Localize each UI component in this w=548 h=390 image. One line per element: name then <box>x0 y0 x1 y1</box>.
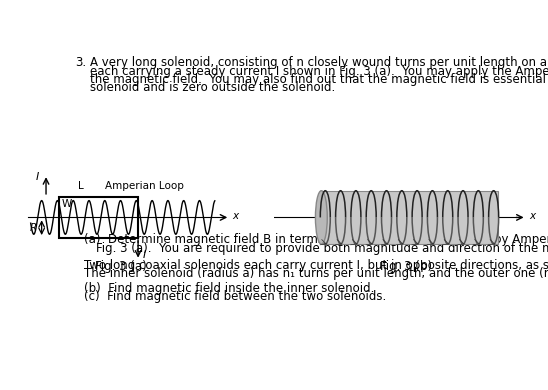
Text: (a)  Determine magnetic field B in terms of I for r < R.  You may employ Amperia: (a) Determine magnetic field B in terms … <box>84 233 548 246</box>
Bar <box>321 191 498 244</box>
Text: The inner solenoid (radius a) has n₁ turns per unit length, and the outer one (r: The inner solenoid (radius a) has n₁ tur… <box>84 267 548 280</box>
Text: 3.: 3. <box>75 56 86 69</box>
Text: x: x <box>529 211 535 222</box>
Text: Two long coaxial solenoids each carry current I, but in opposite directions, as : Two long coaxial solenoids each carry cu… <box>84 259 548 271</box>
Text: R: R <box>30 223 37 233</box>
Bar <box>59 197 138 238</box>
Text: Amperian Loop: Amperian Loop <box>105 181 184 191</box>
Text: A very long solenoid, consisting of n closely wound turns per unit length on a c: A very long solenoid, consisting of n cl… <box>90 56 548 69</box>
Ellipse shape <box>316 191 327 244</box>
Text: Fig. 3 (a).  You are required to provide both magnitude and direction of the mag: Fig. 3 (a). You are required to provide … <box>96 242 548 255</box>
Text: I: I <box>142 250 146 260</box>
Text: each carrying a steady current I shown in Fig. 3 (a).  You may apply the Ampere’: each carrying a steady current I shown i… <box>90 64 548 78</box>
Text: solenoid and is zero outside the solenoid.: solenoid and is zero outside the solenoi… <box>90 82 335 94</box>
Text: (b)  Find magnetic field inside the inner solenoid.: (b) Find magnetic field inside the inner… <box>84 282 374 295</box>
Text: Fig. 3 (b): Fig. 3 (b) <box>380 260 431 273</box>
Text: x: x <box>232 211 238 222</box>
Text: the magnetic field.  You may also find out that the magnetic field is essential : the magnetic field. You may also find ou… <box>90 73 548 86</box>
Text: W: W <box>62 199 72 209</box>
Text: Fig. 3 (a): Fig. 3 (a) <box>95 260 146 273</box>
Text: I: I <box>36 172 39 182</box>
Text: L: L <box>78 181 84 191</box>
Text: (c)  Find magnetic field between the two solenoids.: (c) Find magnetic field between the two … <box>84 290 386 303</box>
